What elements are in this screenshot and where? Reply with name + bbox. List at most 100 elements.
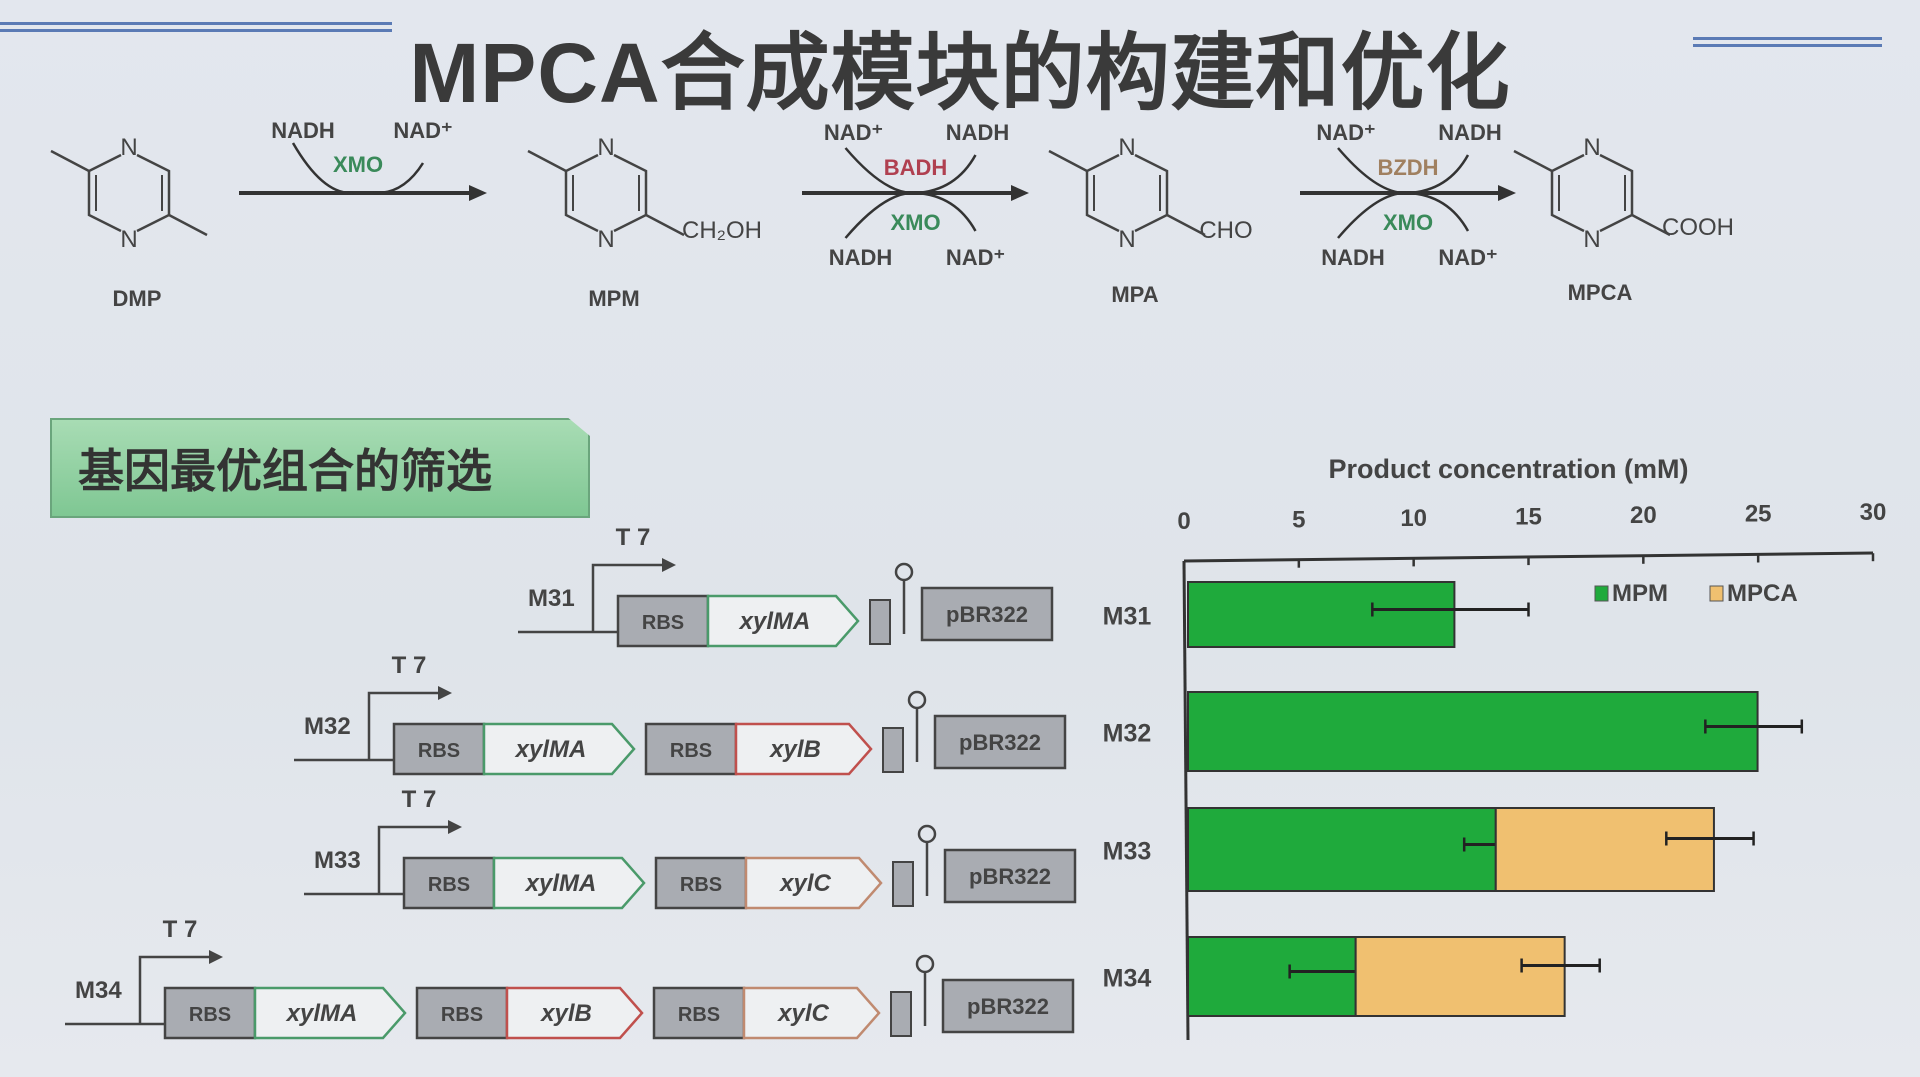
rbs-label: RBS	[441, 1004, 483, 1026]
rbs-box	[654, 856, 748, 910]
arrowhead	[1011, 185, 1029, 201]
promoter-arrow-icon	[377, 825, 454, 894]
promoter-label: T 7	[616, 524, 651, 551]
slide-title: MPCA合成模块的构建和优化	[409, 26, 1511, 120]
promoter-arrow-icon	[367, 691, 444, 760]
pyrazine-ring-mpca	[1513, 149, 1671, 237]
double-bonds	[1093, 175, 1161, 211]
promoter-label: T 7	[392, 652, 427, 679]
x-tick-label: 5	[1292, 507, 1305, 534]
terminator-loop-icon	[907, 690, 927, 710]
ring-nitrogen: N	[1118, 134, 1135, 161]
rbs-label: RBS	[670, 740, 712, 762]
gene-cds-arrow	[734, 722, 873, 776]
rbs-label: RBS	[680, 874, 722, 896]
methyl-bond	[50, 149, 90, 173]
x-tick-label: 10	[1400, 505, 1427, 532]
origin-label: pBR322	[959, 730, 1041, 755]
double-bonds	[95, 175, 163, 211]
gene-label: xylMA	[524, 870, 597, 897]
pyrazine-ring-dmp	[50, 149, 208, 237]
substituent-bond	[168, 213, 208, 237]
ring-bonds	[87, 153, 171, 233]
enzyme-label: XMO	[333, 152, 383, 177]
cofactor2-in: NADH	[1321, 245, 1385, 270]
ring-nitrogen: N	[120, 134, 137, 161]
title-decoration-left	[0, 22, 392, 32]
cofactor2-out: NAD⁺	[946, 245, 1005, 270]
origin-box	[933, 714, 1067, 770]
gene-cds-arrow	[742, 986, 881, 1040]
cofactor2-out: NAD⁺	[1438, 245, 1497, 270]
x-tick-label: 25	[1745, 501, 1772, 528]
ring-nitrogen: N	[1118, 226, 1135, 253]
gene-label: xylC	[778, 870, 831, 897]
compound-label-dmp: DMP	[113, 286, 162, 311]
bar-mpca-m33	[1494, 807, 1715, 892]
cofactor-in: NADH	[271, 118, 335, 143]
rbs-label: RBS	[642, 612, 684, 634]
construct-label: M34	[75, 977, 122, 1004]
promoter-label: T 7	[163, 916, 198, 943]
enzyme-label: BADH	[884, 155, 948, 180]
construct-m31	[518, 558, 1054, 648]
compound-label-mpca: MPCA	[1568, 280, 1633, 305]
substituent-label: CHO	[1199, 217, 1252, 244]
cofactor-curve	[291, 142, 425, 195]
ring-nitrogen: N	[597, 134, 614, 161]
gene-label: xylB	[539, 1000, 592, 1027]
gene-label: xylMA	[514, 736, 587, 763]
gene-cds-arrow	[706, 594, 860, 648]
cofactor-out: NADH	[1438, 120, 1502, 145]
promoter-arrow-icon	[591, 563, 668, 632]
methyl-bond	[1513, 149, 1553, 173]
bar-mpm-m34	[1187, 936, 1357, 1017]
cofactor-curve	[844, 147, 977, 239]
rbs-label: RBS	[418, 740, 460, 762]
substituent-bond	[1166, 213, 1206, 237]
ring-bonds	[1085, 153, 1169, 233]
gene-cds-arrow	[492, 856, 646, 910]
cofactor-curve	[1337, 147, 1470, 239]
origin-box	[941, 978, 1075, 1034]
construct-m34	[65, 950, 1075, 1040]
ring-nitrogen: N	[597, 226, 614, 253]
substituent-label: COOH	[1662, 214, 1734, 241]
pyrazine-ring-mpa	[1048, 149, 1206, 237]
section-banner: 基因最优组合的筛选	[50, 418, 590, 518]
gene-cds-arrow	[505, 986, 644, 1040]
x-tick-label: 30	[1860, 499, 1887, 526]
ring-nitrogen: N	[1583, 134, 1600, 161]
substituent-bond	[645, 213, 685, 237]
origin-label: pBR322	[969, 864, 1051, 889]
construct-label: M31	[528, 585, 575, 612]
promoter-arrow-icon	[138, 955, 215, 1024]
legend-swatch-mpm	[1594, 585, 1609, 602]
category-label: M34	[1103, 965, 1152, 993]
cofactor-in: NAD⁺	[824, 120, 883, 145]
category-label: M31	[1103, 603, 1152, 631]
rbs-box	[392, 722, 486, 776]
construct-label: M32	[304, 713, 351, 740]
category-label: M33	[1103, 838, 1152, 866]
arrowhead	[469, 185, 487, 201]
construct-m33	[304, 820, 1077, 910]
bar-mpm-m31	[1187, 581, 1456, 648]
terminator-loop-icon	[894, 562, 914, 582]
origin-label: pBR322	[946, 602, 1028, 627]
ring-bonds	[1550, 153, 1634, 233]
promoter-arrowhead	[662, 558, 676, 572]
category-label: M32	[1103, 720, 1152, 748]
terminator-box	[869, 599, 891, 645]
substituent-label: CH₂OH	[682, 217, 762, 244]
construct-label: M33	[314, 847, 361, 874]
rbs-box	[415, 986, 509, 1040]
bar-mpm-m32	[1187, 691, 1759, 772]
rbs-label: RBS	[189, 1004, 231, 1026]
bar-mpm-m33	[1187, 807, 1497, 892]
legend-swatch-mpca	[1709, 585, 1724, 602]
ring-nitrogen: N	[1583, 226, 1600, 253]
chart-title: Product concentration (mM)	[1328, 454, 1688, 484]
cofactor-out: NAD⁺	[393, 118, 452, 143]
